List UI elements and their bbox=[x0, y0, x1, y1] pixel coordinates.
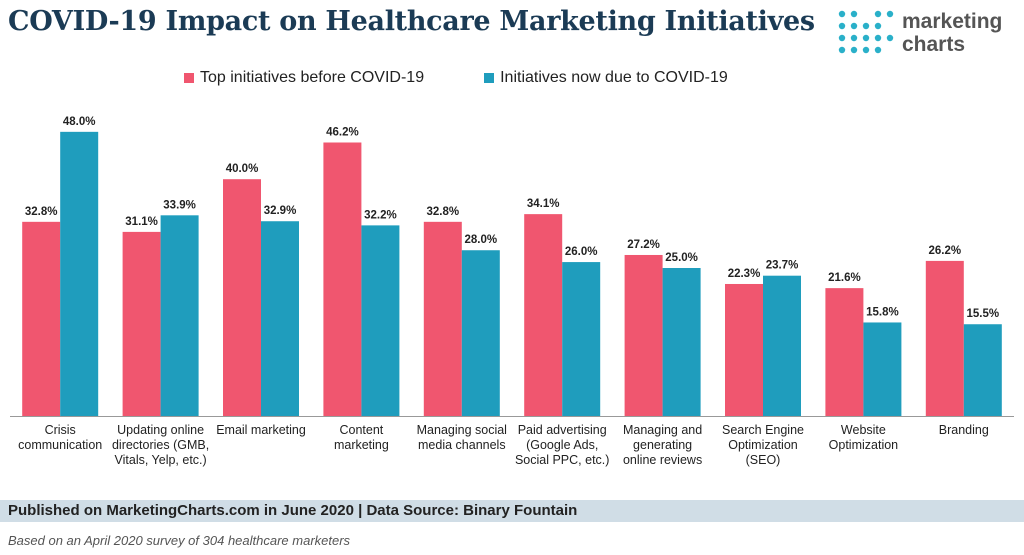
data-label-before-3: 46.2% bbox=[326, 126, 359, 138]
data-label-now-3: 32.2% bbox=[364, 209, 397, 221]
data-label-before-4: 32.8% bbox=[426, 206, 459, 218]
data-label-before-7: 22.3% bbox=[728, 268, 761, 280]
footer-note: Based on an April 2020 survey of 304 hea… bbox=[8, 533, 351, 548]
data-label-before-0: 32.8% bbox=[25, 206, 58, 218]
legend-label-before: Top initiatives before COVID-19 bbox=[200, 69, 425, 86]
category-label-9: Branding bbox=[939, 423, 989, 437]
logo-line-2: charts bbox=[902, 33, 966, 56]
bar-before-4 bbox=[423, 221, 462, 416]
chart-legend: Top initiatives before COVID-19 Initiati… bbox=[184, 66, 788, 90]
bar-before-9 bbox=[925, 260, 964, 416]
bar-now-4 bbox=[461, 250, 500, 416]
bar-before-2 bbox=[223, 179, 261, 416]
category-label-8: Website Optimization bbox=[829, 423, 899, 452]
bar-now-3 bbox=[361, 225, 400, 416]
category-label-1: Updating online directories (GMB, Vitals, … bbox=[112, 423, 209, 467]
logo-line-1: marketing bbox=[902, 10, 1003, 33]
bar-now-6 bbox=[662, 268, 701, 416]
category-label-3: Content marketing bbox=[334, 423, 389, 452]
bar-now-8 bbox=[863, 322, 902, 416]
data-label-before-8: 21.6% bbox=[828, 272, 861, 284]
data-label-now-0: 48.0% bbox=[63, 116, 96, 128]
category-label-6: Managing and generating online reviews bbox=[623, 423, 702, 467]
data-label-before-2: 40.0% bbox=[226, 163, 259, 175]
bar-before-8 bbox=[825, 288, 864, 416]
data-label-now-7: 23.7% bbox=[766, 260, 799, 272]
bar-now-2 bbox=[261, 221, 299, 416]
bar-chart: 32.8% 48.0% Crisis communication 31.1% 33.9% U… bbox=[10, 116, 1014, 467]
bar-before-5 bbox=[524, 214, 563, 416]
data-label-before-6: 27.2% bbox=[627, 239, 660, 251]
bar-now-7 bbox=[763, 275, 801, 416]
bar-now-1 bbox=[160, 215, 199, 416]
legend-item-now: Initiatives now due to COVID-19 bbox=[484, 69, 728, 87]
chart-title: COVID-19 Impact on Healthcare Marketing … bbox=[8, 6, 815, 37]
data-label-now-4: 28.0% bbox=[464, 234, 497, 246]
data-label-now-9: 15.5% bbox=[966, 308, 999, 320]
data-label-before-5: 34.1% bbox=[527, 198, 560, 210]
data-label-now-2: 32.9% bbox=[264, 205, 297, 217]
bar-before-3 bbox=[323, 142, 362, 416]
category-label-5: Paid advertising (Google Ads, Social PPC, … bbox=[515, 423, 609, 467]
data-label-now-6: 25.0% bbox=[665, 252, 698, 264]
bar-now-0 bbox=[60, 131, 99, 416]
footer-source: Published on MarketingCharts.com in June… bbox=[8, 502, 578, 519]
legend-swatch-before bbox=[184, 73, 194, 83]
category-label-4: Managing social media channels bbox=[417, 423, 507, 452]
data-label-now-5: 26.0% bbox=[565, 246, 598, 258]
legend-swatch-now bbox=[484, 73, 495, 83]
bar-before-0 bbox=[22, 221, 61, 416]
category-label-2: Email marketing bbox=[216, 423, 306, 437]
data-label-before-9: 26.2% bbox=[928, 245, 961, 257]
footer-bar bbox=[0, 500, 1024, 522]
data-label-now-1: 33.9% bbox=[163, 199, 196, 211]
legend-item-before: Top initiatives before COVID-19 bbox=[184, 69, 424, 87]
bar-now-9 bbox=[963, 324, 1002, 416]
logo-dots-icon bbox=[838, 10, 894, 54]
category-label-0: Crisis communication bbox=[18, 423, 102, 452]
bar-before-7 bbox=[725, 283, 763, 416]
data-label-before-1: 31.1% bbox=[125, 216, 158, 228]
category-label-7: Search Engine Optimization (SEO) bbox=[722, 423, 804, 467]
bar-now-5 bbox=[562, 262, 601, 416]
bar-before-6 bbox=[624, 254, 663, 416]
legend-label-now: Initiatives now due to COVID-19 bbox=[500, 69, 728, 86]
bar-before-1 bbox=[122, 231, 161, 416]
marketingcharts-logo: marketing charts bbox=[836, 8, 1016, 60]
data-label-now-8: 15.8% bbox=[866, 306, 899, 318]
